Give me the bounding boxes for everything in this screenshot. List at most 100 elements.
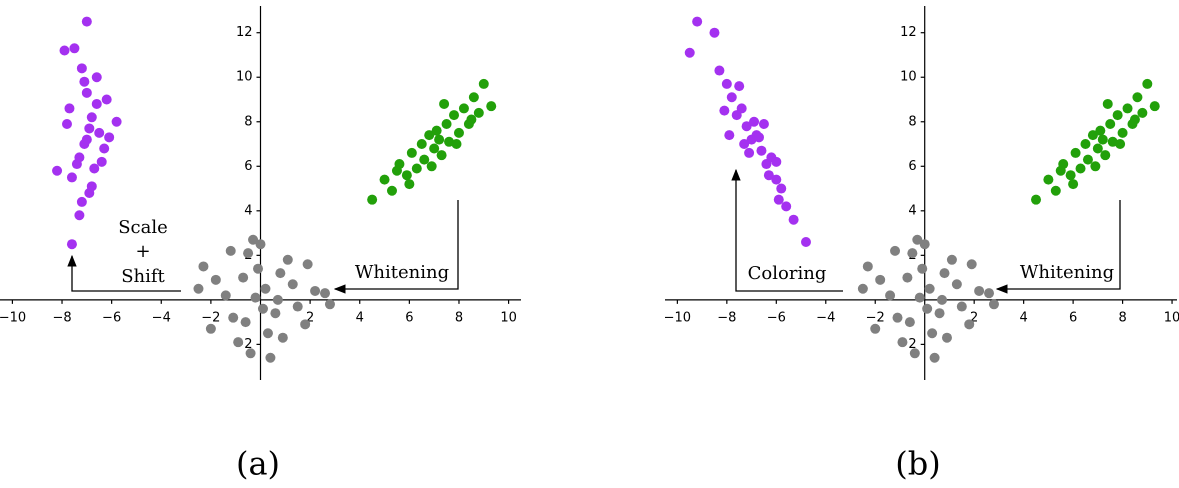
point — [749, 116, 760, 127]
point — [292, 301, 303, 312]
point — [1031, 194, 1042, 205]
point — [86, 181, 97, 192]
x-tick-label: −8 — [52, 310, 71, 325]
y-tick-label: 8 — [244, 114, 252, 129]
point — [974, 285, 985, 296]
y-tick-label: 6 — [908, 159, 916, 174]
point — [964, 319, 975, 330]
x-tick-label: 4 — [1020, 310, 1028, 325]
x-tick-label: −10 — [0, 310, 26, 325]
point — [721, 78, 732, 89]
point — [260, 283, 271, 294]
point — [243, 248, 254, 259]
point — [52, 165, 63, 176]
point — [486, 101, 497, 112]
point — [257, 303, 268, 314]
point — [96, 156, 107, 167]
scale-shift-arrow — [67, 254, 181, 292]
point — [934, 308, 945, 319]
point — [426, 161, 437, 172]
point — [1115, 139, 1126, 150]
point — [1075, 163, 1086, 174]
whitening-arrow — [995, 200, 1121, 294]
whitening-arrow — [333, 200, 459, 294]
point — [726, 92, 737, 103]
point — [922, 303, 933, 314]
annotation: + — [135, 241, 150, 262]
point — [81, 134, 92, 145]
point — [875, 274, 886, 285]
annotation: Scale — [118, 217, 168, 238]
point — [781, 201, 792, 212]
x-tick-label: −10 — [664, 310, 691, 325]
point — [300, 319, 311, 330]
point — [1097, 134, 1108, 145]
point — [1149, 101, 1160, 112]
point — [79, 76, 90, 87]
coloring-arrow — [731, 168, 843, 292]
x-tick-label: 6 — [405, 310, 413, 325]
y-tick-label: 10 — [900, 70, 917, 85]
x-tick-label: −6 — [102, 310, 121, 325]
point — [1090, 161, 1101, 172]
point — [248, 234, 259, 245]
point — [478, 78, 489, 89]
point — [1055, 165, 1066, 176]
point — [1122, 103, 1133, 114]
point — [379, 174, 390, 185]
point — [240, 317, 251, 328]
point — [81, 16, 92, 27]
point — [984, 288, 995, 299]
point — [453, 127, 464, 138]
point — [439, 98, 450, 109]
point — [86, 112, 97, 123]
point — [862, 261, 873, 272]
point — [929, 352, 940, 363]
point — [91, 72, 102, 83]
x-tick-label: −4 — [152, 310, 171, 325]
point — [736, 103, 747, 114]
point — [773, 194, 784, 205]
x-tick-label: −6 — [767, 310, 786, 325]
point — [64, 103, 75, 114]
point — [220, 290, 231, 301]
point — [111, 116, 122, 127]
point — [904, 317, 915, 328]
point — [734, 81, 745, 92]
point — [404, 179, 415, 190]
x-tick-label: 8 — [455, 310, 463, 325]
point — [1068, 179, 1079, 190]
point — [870, 323, 881, 334]
point — [719, 105, 730, 116]
point — [756, 145, 767, 156]
point — [473, 107, 484, 118]
point — [1129, 114, 1140, 125]
point — [205, 323, 216, 334]
point — [310, 285, 321, 296]
x-tick-label: 8 — [1118, 310, 1126, 325]
point — [924, 283, 935, 294]
x-tick-label: −2 — [201, 310, 220, 325]
point — [1070, 147, 1081, 158]
point — [927, 328, 938, 339]
point — [458, 103, 469, 114]
point — [270, 308, 281, 319]
point — [692, 16, 703, 27]
point — [468, 92, 479, 103]
point — [714, 65, 725, 76]
point — [1050, 185, 1061, 196]
point — [909, 348, 920, 359]
point — [265, 352, 276, 363]
point — [66, 172, 77, 183]
annotation: Whitening — [1020, 262, 1114, 283]
point — [890, 245, 901, 256]
point — [74, 210, 85, 221]
point — [885, 290, 896, 301]
annotation: Shift — [121, 266, 165, 287]
point — [302, 259, 313, 270]
annotation: Whitening — [355, 262, 449, 283]
x-tick-label: 10 — [1164, 310, 1179, 325]
point — [431, 125, 442, 136]
axes-layer: −10−8−6−4−2246810−224681012−10−8−6−4−224… — [0, 6, 1179, 380]
